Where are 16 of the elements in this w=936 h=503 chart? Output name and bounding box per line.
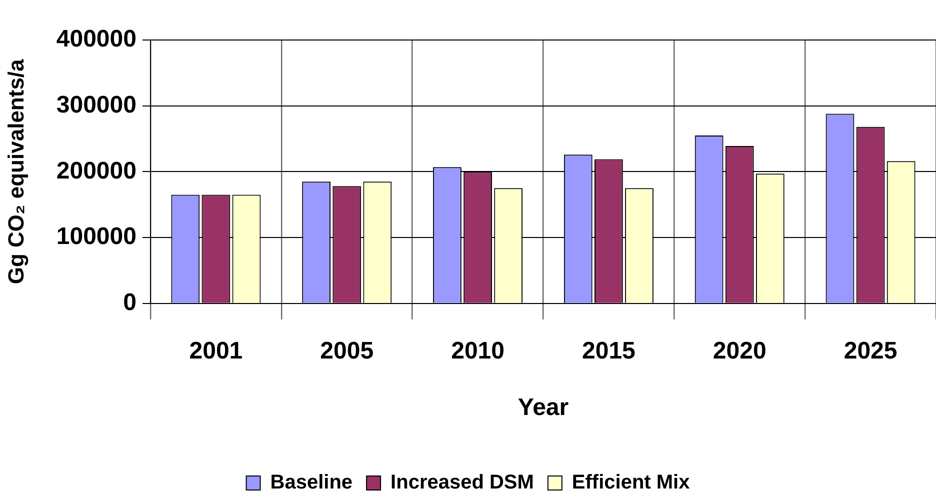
x-axis-title: Year	[518, 394, 569, 422]
y-tick-label: 100000	[56, 223, 136, 250]
x-tick-label: 2010	[451, 337, 504, 364]
x-tick-label: 2020	[712, 337, 766, 364]
y-tick-label: 400000	[56, 26, 136, 53]
x-tick-label: 2005	[320, 337, 374, 364]
y-tick-label: 0	[123, 289, 136, 316]
y-tick-label: 300000	[56, 91, 136, 118]
x-tick-label: 2015	[582, 337, 636, 364]
y-tick-label: 200000	[56, 157, 136, 184]
x-tick-label: 2001	[189, 337, 243, 364]
y-axis-title: Gg CO₂ equivalents/a	[3, 58, 28, 284]
x-tick-label: 2025	[844, 337, 898, 364]
legend-label: Efficient Mix	[572, 472, 690, 494]
legend-label: Increased DSM	[390, 472, 534, 494]
legend-label: Baseline	[270, 472, 353, 494]
